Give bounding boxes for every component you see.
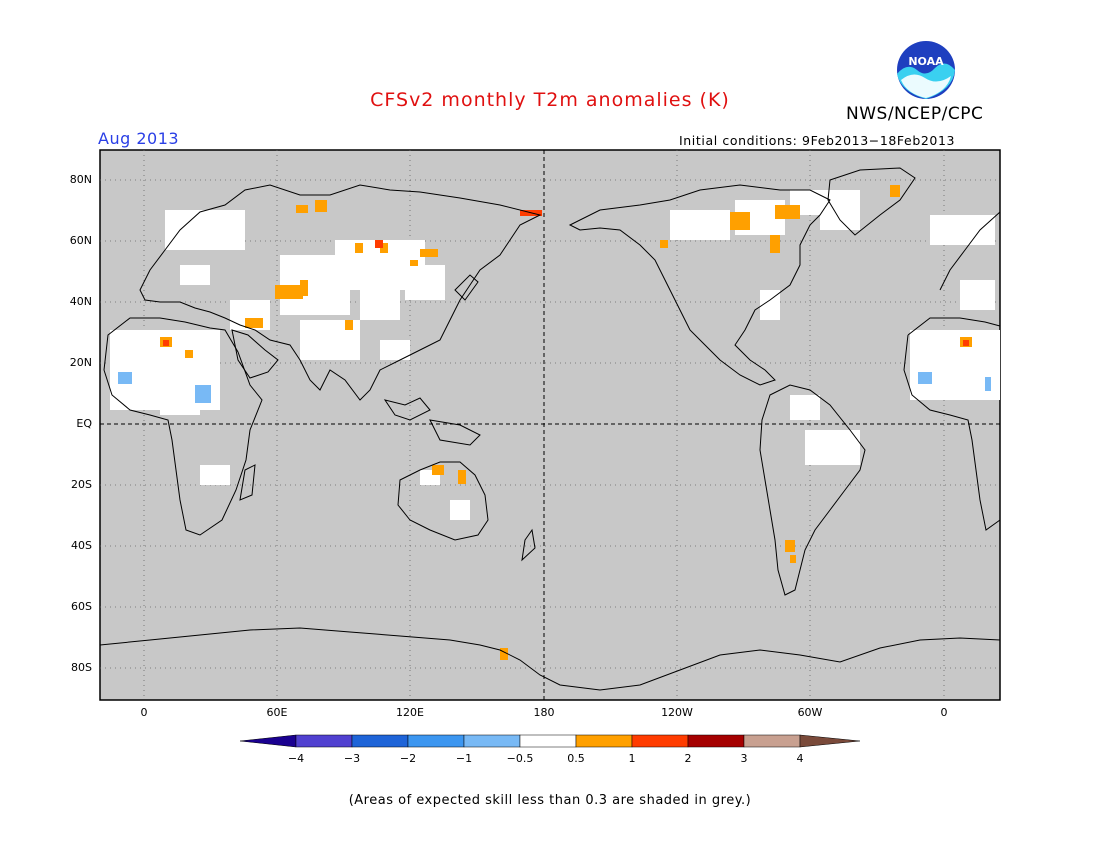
coastlines — [99, 167, 1001, 691]
lon-label-120w: 120W — [661, 706, 693, 719]
lat-label-80n: 80N — [69, 173, 92, 186]
colorbar-label: −0.5 — [506, 752, 534, 765]
lat-label-60n: 60N — [69, 234, 92, 247]
colorbar-label: −4 — [287, 752, 305, 765]
map-frame — [99, 149, 1001, 701]
lat-label-40n: 40N — [69, 295, 92, 308]
colorbar-label: 1 — [628, 752, 636, 765]
colorbar-label: −1 — [455, 752, 473, 765]
lon-label-60e: 60E — [266, 706, 288, 719]
forecast-month: Aug 2013 — [98, 129, 180, 148]
lon-label-0: 0 — [140, 706, 148, 719]
colorbar-label: 2 — [684, 752, 692, 765]
warm-anomaly-patches — [160, 185, 972, 660]
map-grid — [100, 150, 1000, 700]
colorbar-label: 4 — [796, 752, 804, 765]
lat-label-40s: 40S — [71, 539, 92, 552]
colorbar — [239, 734, 861, 748]
lat-label-20n: 20N — [69, 356, 92, 369]
lon-label-0-right: 0 — [940, 706, 948, 719]
lon-label-120e: 120E — [396, 706, 424, 719]
lat-label-20s: 20S — [71, 478, 92, 491]
colorbar-label: 0.5 — [567, 752, 585, 765]
initial-conditions: Initial conditions: 9Feb2013−18Feb2013 — [679, 133, 956, 148]
lat-label-eq: EQ — [76, 417, 92, 430]
svg-text:NOAA: NOAA — [908, 55, 944, 68]
lon-label-180: 180 — [533, 706, 555, 719]
lat-label-60s: 60S — [71, 600, 92, 613]
lon-label-60w: 60W — [797, 706, 823, 719]
agency-label: NWS/NCEP/CPC — [846, 104, 984, 124]
cool-anomaly-patches — [118, 372, 991, 403]
colorbar-label: 3 — [740, 752, 748, 765]
skill-note: (Areas of expected skill less than 0.3 a… — [348, 793, 752, 808]
colorbar-label: −2 — [399, 752, 417, 765]
chart-title: CFSv2 monthly T2m anomalies (K) — [370, 89, 730, 111]
colorbar-label: −3 — [343, 752, 361, 765]
lat-label-80s: 80S — [71, 661, 92, 674]
